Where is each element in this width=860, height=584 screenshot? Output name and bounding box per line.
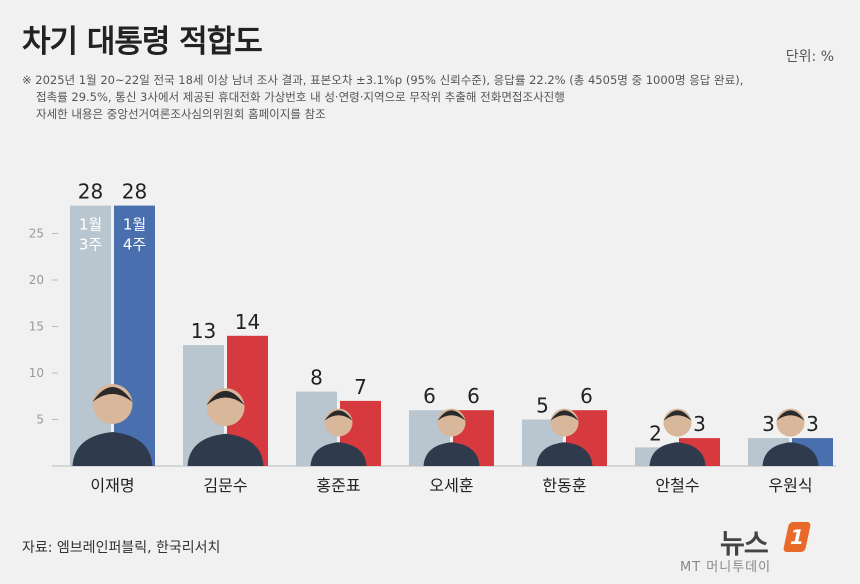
candidate-photo-hair <box>206 390 245 406</box>
data-label: 3 <box>693 412 706 436</box>
series-label: 4주 <box>123 236 146 254</box>
y-tick-label: 10 <box>29 366 44 380</box>
survey-notes: ※ 2025년 1월 20~22일 전국 18세 이상 남녀 조사 결과, 표본… <box>22 72 743 123</box>
category-label: 우원식 <box>768 476 812 495</box>
candidate-photo-body <box>423 442 480 466</box>
category-label: 오세훈 <box>429 476 473 495</box>
source-note: 자료: 엠브레인퍼블릭, 한국리서치 <box>22 540 221 556</box>
unit-label: 단위: % <box>785 49 834 65</box>
data-label: 8 <box>310 366 323 390</box>
candidate-photo-hair <box>92 387 133 402</box>
data-label: 3 <box>762 412 775 436</box>
candidate-photo-body <box>187 433 264 466</box>
series-label: 1월 <box>123 216 146 234</box>
candidate-photo-body <box>310 442 367 466</box>
page-title: 차기 대통령 적합도 <box>22 24 263 60</box>
note-line-2: 접촉률 29.5%, 통신 3사에서 제공된 휴대전화 가상번호 내 성·연령·… <box>36 90 565 104</box>
data-label: 3 <box>806 412 819 436</box>
data-label: 28 <box>78 180 103 204</box>
candidate-photo-hair <box>324 410 353 421</box>
series-label: 3주 <box>79 236 102 254</box>
category-label: 홍준표 <box>316 476 360 495</box>
bar <box>114 205 155 466</box>
y-tick-label: 15 <box>29 320 44 334</box>
y-tick-label: 25 <box>29 227 44 241</box>
series-label: 1월 <box>79 216 102 234</box>
candidate-photo-hair <box>663 410 692 421</box>
candidate-photo-hair <box>550 410 579 421</box>
data-label: 5 <box>536 394 549 418</box>
bar <box>70 205 111 466</box>
candidate-photo-hair <box>437 410 466 421</box>
category-label: 안철수 <box>655 476 699 495</box>
candidate-photo-hair <box>776 410 805 421</box>
y-tick-label: 5 <box>36 413 44 427</box>
category-label: 김문수 <box>203 476 247 495</box>
category-label: 이재명 <box>90 476 134 495</box>
note-line-1: ※ 2025년 1월 20~22일 전국 18세 이상 남녀 조사 결과, 표본… <box>22 73 744 87</box>
note-line-3: 자세한 내용은 중앙선거여론조사심의위원회 홈페이지를 참조 <box>36 107 326 121</box>
news1-logo: 뉴스 <box>720 529 769 560</box>
data-label: 14 <box>235 310 260 334</box>
data-label: 6 <box>423 384 436 408</box>
candidate-photo-body <box>536 442 593 466</box>
data-label: 6 <box>580 384 593 408</box>
candidate-photo-body <box>72 432 153 466</box>
category-label: 한동훈 <box>542 476 586 495</box>
candidate-photo-body <box>649 442 706 466</box>
data-label: 2 <box>649 421 662 445</box>
y-tick-label: 20 <box>29 273 44 287</box>
data-label: 7 <box>354 375 367 399</box>
candidate-photo-body <box>762 442 819 466</box>
mt-watermark: MT 머니투데이 <box>680 560 772 575</box>
data-label: 6 <box>467 384 480 408</box>
data-label: 13 <box>191 319 216 343</box>
data-label: 28 <box>122 180 147 204</box>
